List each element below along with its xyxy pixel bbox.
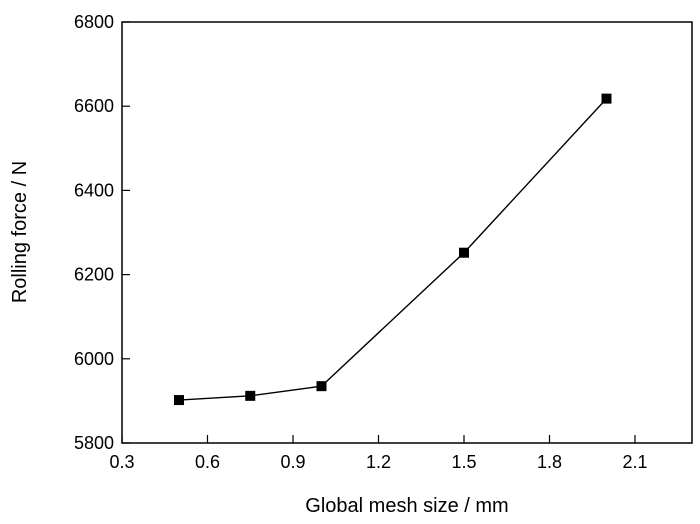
y-tick-label: 6400 [74,180,114,200]
x-tick-label: 1.5 [451,452,476,472]
data-point-marker [601,93,612,104]
y-tick-label: 6000 [74,349,114,369]
data-point-marker [316,381,327,392]
x-tick-label: 0.9 [280,452,305,472]
x-axis: 0.3 0.6 0.9 1.2 1.5 1.8 2.1 [109,435,648,472]
x-tick-label: 1.2 [366,452,391,472]
y-tick-label: 6600 [74,96,114,116]
y-axis-title: Rolling force / N [9,161,31,303]
x-tick-label: 1.8 [537,452,562,472]
y-tick-label: 5800 [74,433,114,453]
y-tick-label: 6800 [74,12,114,32]
data-point-marker [245,390,256,401]
x-tick-label: 2.1 [622,452,647,472]
series-line [178,98,608,401]
y-tick-label: 6200 [74,265,114,285]
x-tick-label: 0.6 [195,452,220,472]
data-point-marker [174,395,184,406]
x-tick-label: 0.3 [109,452,134,472]
data-point-marker [459,247,469,258]
y-axis: 5800 6000 6200 6400 6600 6800 [74,12,130,453]
plot-frame [121,21,693,444]
data-series [174,93,612,406]
x-axis-title: Global mesh size / mm [305,495,508,517]
